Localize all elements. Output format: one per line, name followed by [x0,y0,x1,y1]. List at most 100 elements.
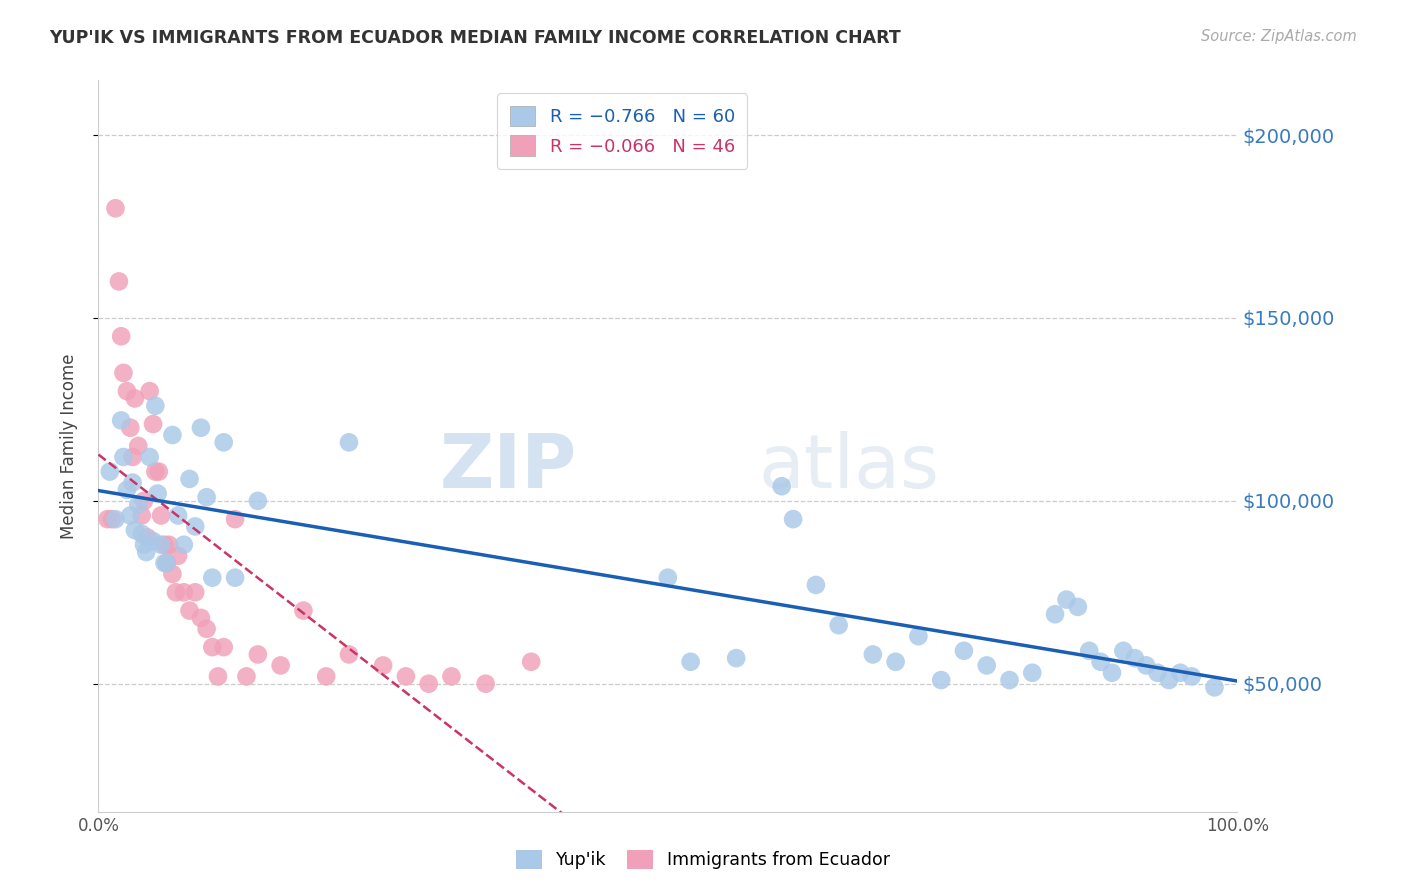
Point [108,274,131,288]
Point [1054,592,1078,607]
Point [246,493,269,508]
Point [337,435,360,450]
Legend: R = −0.766   N = 60, R = −0.066   N = 46: R = −0.766 N = 60, R = −0.066 N = 46 [498,93,748,169]
Point [145,399,167,413]
Point [179,603,201,617]
Point [115,483,138,497]
Point [110,329,132,343]
Point [1170,665,1192,680]
Point [124,392,146,406]
Point [112,366,135,380]
Point [146,486,169,500]
Text: ZIP: ZIP [440,432,576,505]
Point [153,556,176,570]
Point [120,508,142,523]
Point [190,611,212,625]
Point [1090,655,1112,669]
Point [195,490,218,504]
Point [184,519,207,533]
Y-axis label: Median Family Income: Median Family Income [59,353,77,539]
Point [148,465,170,479]
Point [162,567,184,582]
Point [101,512,124,526]
Legend: Yup'ik, Immigrants from Ecuador: Yup'ik, Immigrants from Ecuador [509,843,897,876]
Point [998,673,1021,687]
Point [131,508,153,523]
Point [195,622,218,636]
Point [520,655,543,669]
Point [976,658,998,673]
Point [224,571,246,585]
Point [828,618,851,632]
Point [725,651,748,665]
Point [142,534,165,549]
Point [127,498,149,512]
Point [127,439,149,453]
Point [124,523,146,537]
Point [132,493,155,508]
Point [1043,607,1066,622]
Point [201,640,224,655]
Point [167,508,190,523]
Point [153,538,176,552]
Point [98,465,121,479]
Point [1021,665,1043,680]
Point [474,676,496,690]
Point [207,669,229,683]
Point [201,571,224,585]
Point [135,545,157,559]
Point [929,673,952,687]
Point [131,526,153,541]
Point [246,648,269,662]
Text: Source: ZipAtlas.com: Source: ZipAtlas.com [1201,29,1357,44]
Point [418,676,440,690]
Point [132,538,155,552]
Point [770,479,793,493]
Point [315,669,337,683]
Point [115,384,138,398]
Point [395,669,418,683]
Point [1123,651,1146,665]
Point [440,669,463,683]
Point [337,648,360,662]
Point [104,201,127,215]
Point [96,512,118,526]
Point [150,508,173,523]
Point [110,413,132,427]
Point [121,450,143,464]
Point [138,384,160,398]
Point [1204,681,1226,695]
Point [1135,658,1157,673]
Point [907,629,929,643]
Text: YUP'IK VS IMMIGRANTS FROM ECUADOR MEDIAN FAMILY INCOME CORRELATION CHART: YUP'IK VS IMMIGRANTS FROM ECUADOR MEDIAN… [49,29,901,46]
Point [224,512,246,526]
Point [104,512,127,526]
Point [165,585,187,599]
Point [235,669,257,683]
Point [138,450,160,464]
Point [156,556,179,570]
Point [1181,669,1204,683]
Point [145,465,167,479]
Point [120,420,142,434]
Point [167,549,190,563]
Text: atlas: atlas [759,432,941,505]
Point [121,475,143,490]
Point [371,658,394,673]
Point [679,655,702,669]
Point [1078,644,1101,658]
Point [212,435,235,450]
Point [1101,665,1123,680]
Point [1112,644,1135,658]
Point [136,530,159,544]
Point [1157,673,1180,687]
Point [884,655,907,669]
Point [953,644,976,658]
Point [184,585,207,599]
Point [657,571,679,585]
Point [179,472,201,486]
Point [804,578,827,592]
Point [162,428,184,442]
Point [173,538,195,552]
Point [190,420,212,434]
